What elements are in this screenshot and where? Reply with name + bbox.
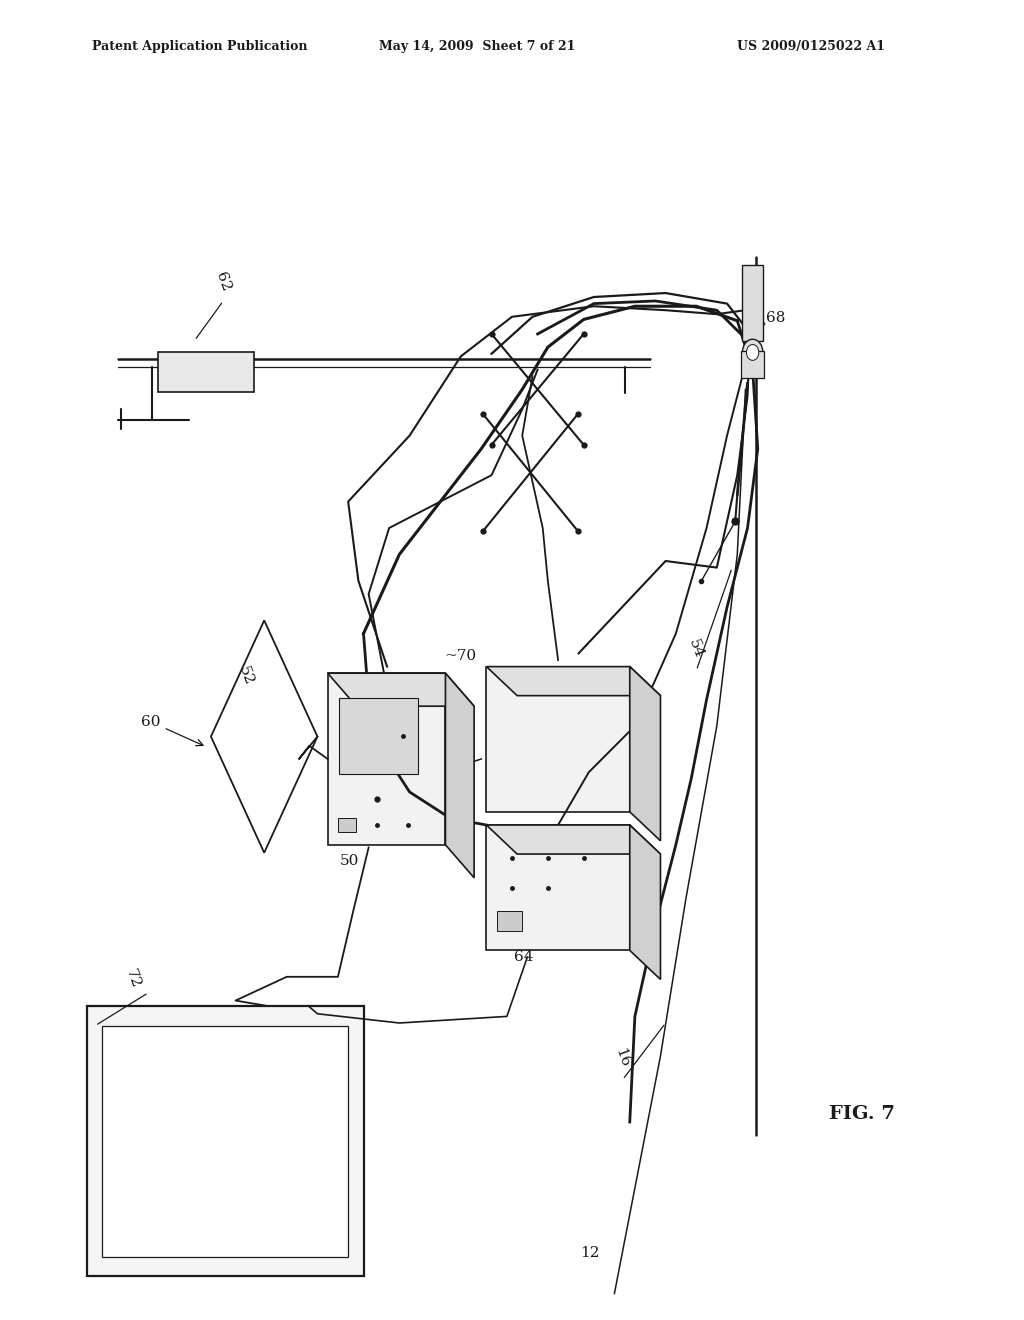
- Text: 68: 68: [766, 312, 785, 325]
- Text: 62: 62: [213, 269, 233, 293]
- Polygon shape: [328, 673, 445, 845]
- FancyBboxPatch shape: [338, 818, 356, 832]
- Text: 60: 60: [141, 715, 203, 746]
- Polygon shape: [486, 825, 660, 854]
- Polygon shape: [486, 825, 630, 950]
- Polygon shape: [486, 667, 660, 696]
- Text: 64: 64: [514, 950, 534, 964]
- Polygon shape: [630, 825, 660, 979]
- Text: 50: 50: [340, 854, 359, 867]
- Text: 12: 12: [581, 1246, 600, 1259]
- Text: 72: 72: [123, 968, 143, 990]
- FancyBboxPatch shape: [102, 1026, 348, 1257]
- FancyBboxPatch shape: [158, 352, 254, 392]
- FancyBboxPatch shape: [742, 265, 763, 341]
- FancyBboxPatch shape: [87, 1006, 364, 1276]
- Text: 66: 66: [741, 362, 761, 375]
- Text: US 2009/0125022 A1: US 2009/0125022 A1: [737, 40, 886, 53]
- Text: ~70: ~70: [444, 649, 476, 663]
- FancyBboxPatch shape: [741, 351, 764, 378]
- Polygon shape: [445, 673, 474, 878]
- Polygon shape: [630, 667, 660, 841]
- FancyBboxPatch shape: [339, 698, 418, 774]
- FancyBboxPatch shape: [497, 911, 522, 931]
- Text: 52: 52: [236, 664, 256, 686]
- Circle shape: [746, 345, 759, 360]
- Circle shape: [742, 339, 763, 366]
- Text: May 14, 2009  Sheet 7 of 21: May 14, 2009 Sheet 7 of 21: [379, 40, 575, 53]
- Text: Patent Application Publication: Patent Application Publication: [92, 40, 307, 53]
- Polygon shape: [486, 667, 630, 812]
- Text: FIG. 7: FIG. 7: [829, 1105, 895, 1123]
- Text: 54: 54: [686, 638, 707, 660]
- Text: 16: 16: [612, 1047, 633, 1069]
- Polygon shape: [328, 673, 474, 706]
